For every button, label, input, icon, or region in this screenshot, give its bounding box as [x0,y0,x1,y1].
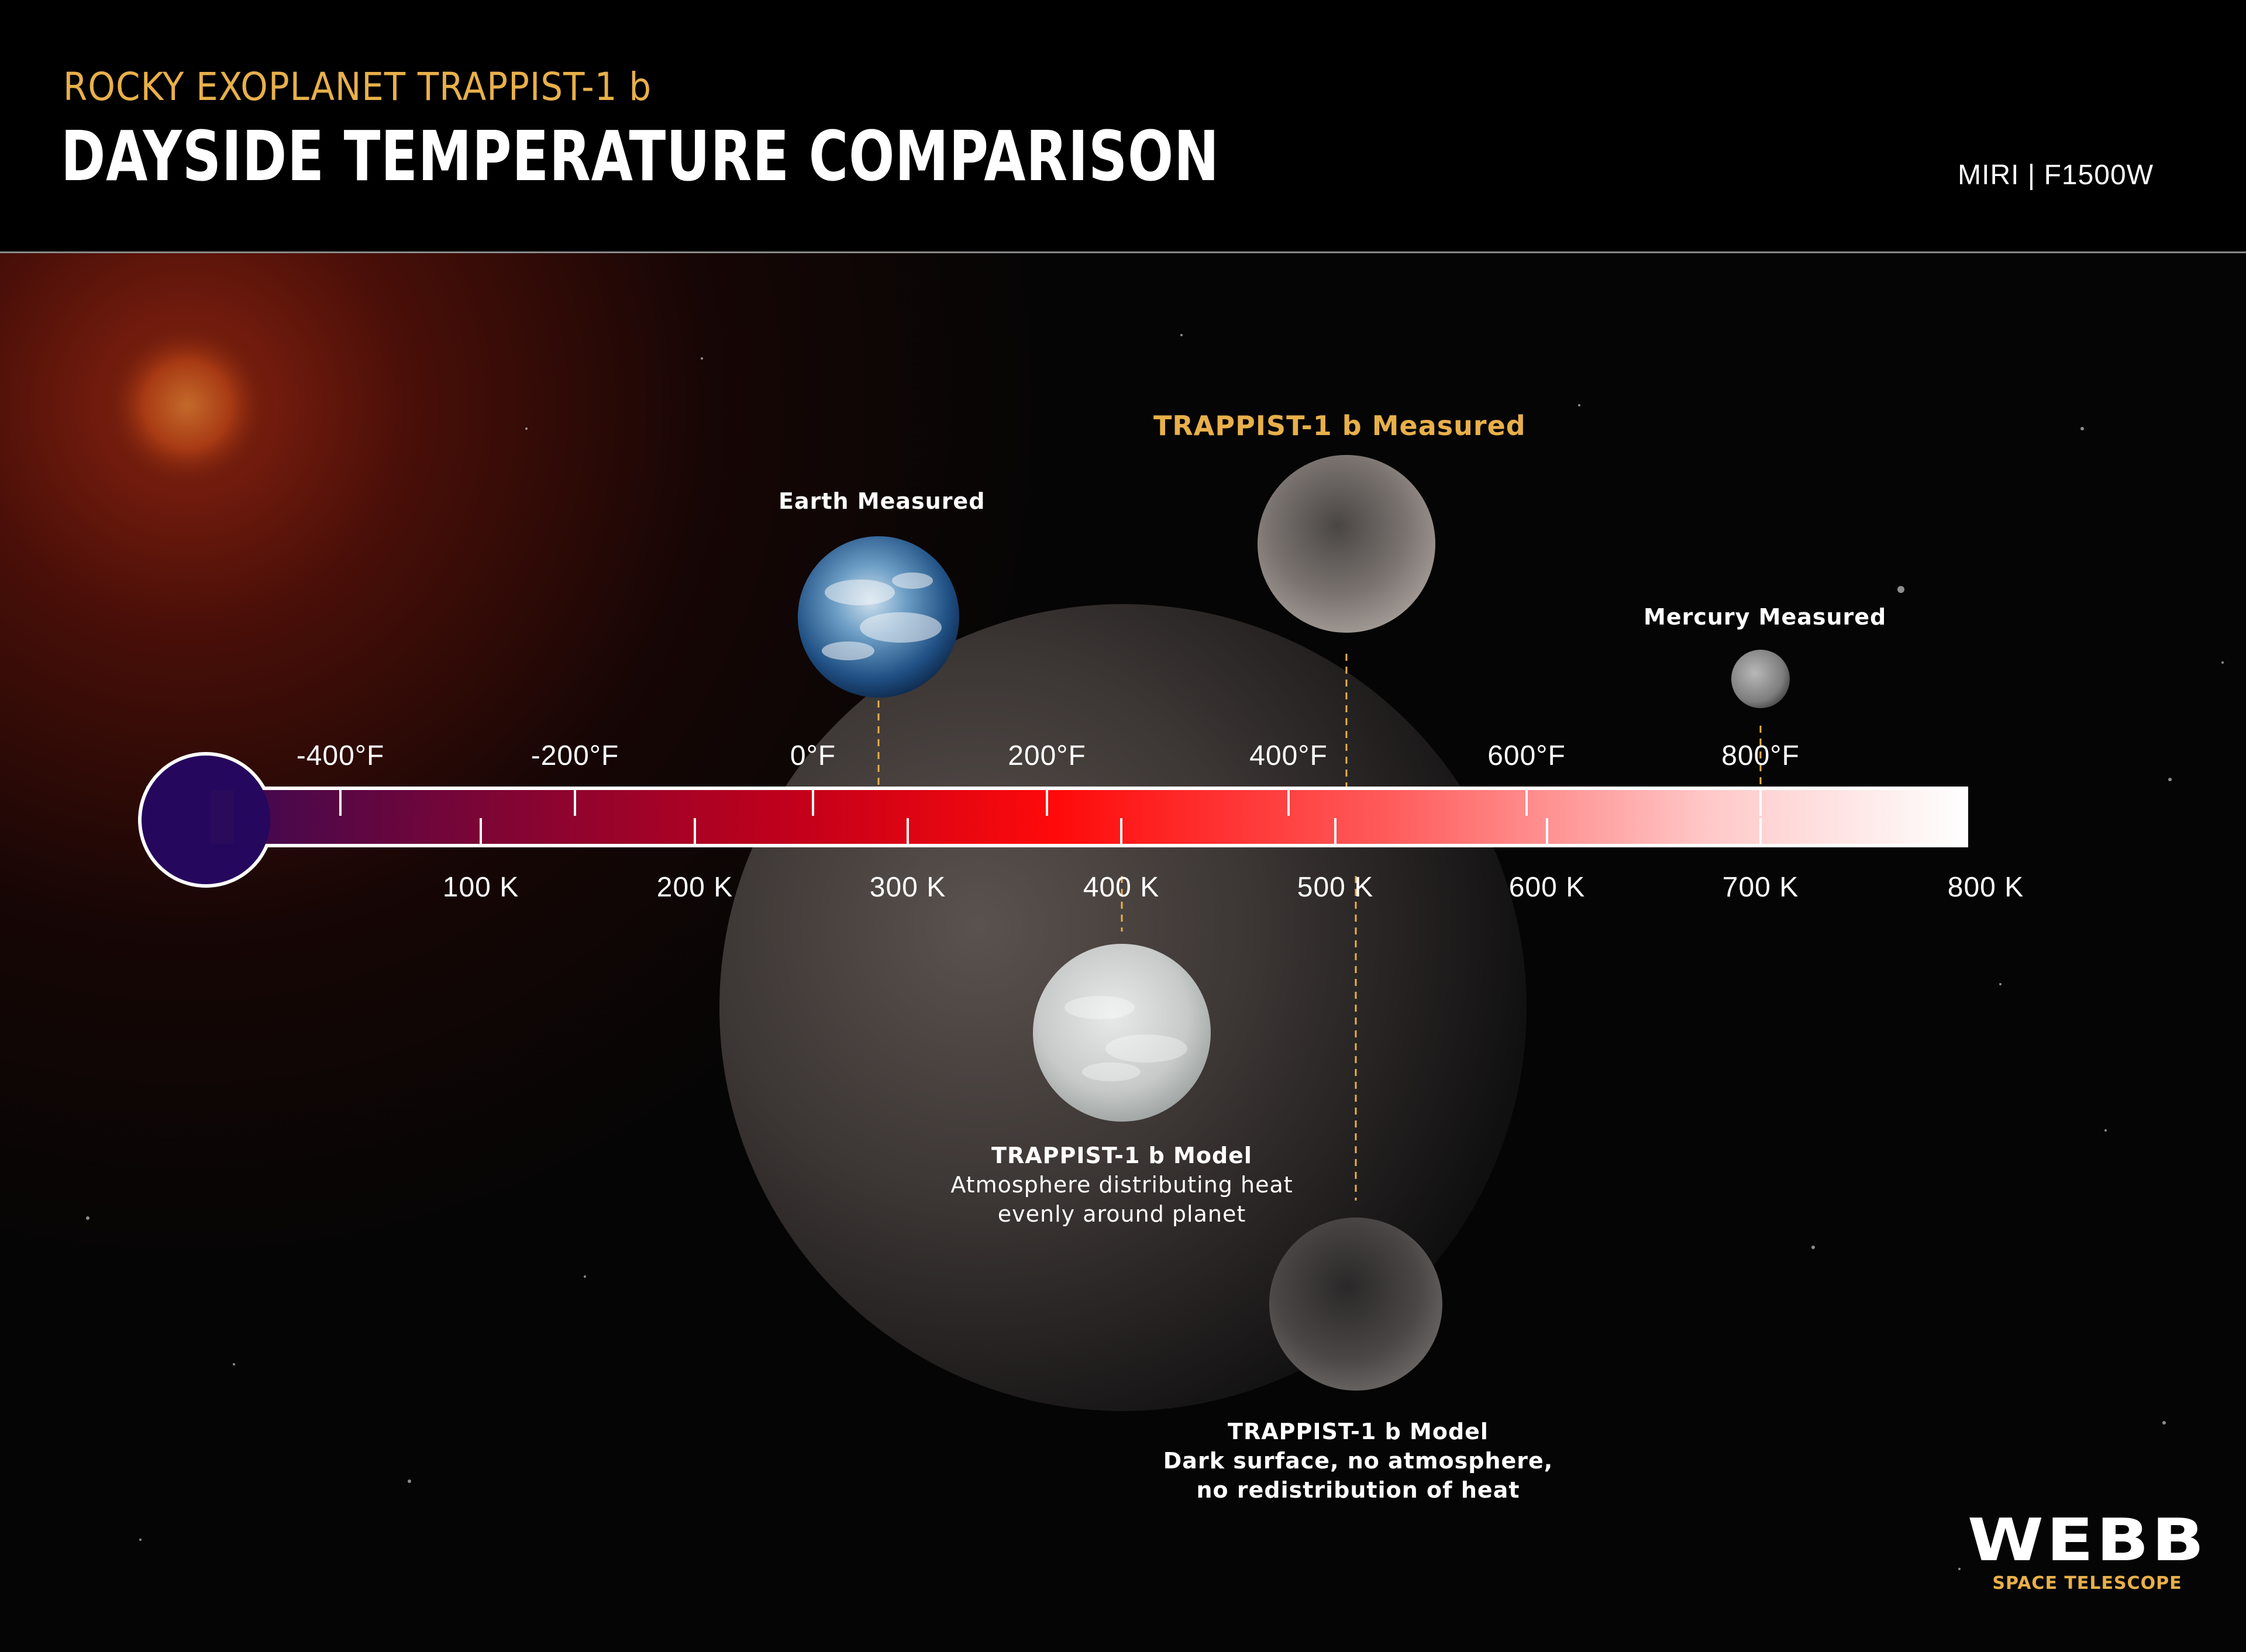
cloudy-planet-icon [1033,944,1211,1122]
tick-label-k: 800 K [1947,872,2024,903]
trappist-measured-label: TRAPPIST-1 b Measured [1153,410,1526,442]
tick-label-k: 700 K [1722,872,1799,903]
dark-planet-icon [1269,1218,1442,1391]
thermometer [138,752,1968,888]
model-atmosphere-title: TRAPPIST-1 b Model [991,1143,1252,1168]
webb-wordmark: WEBB [1967,1506,2207,1574]
scene: Earth Measured TRAPPIST-1 b Measured Mer… [0,253,2246,1652]
instrument-label: MIRI | F1500W [1958,160,2154,191]
tick-label-f: 600°F [1487,740,1566,771]
subtitle: ROCKY EXOPLANET TRAPPIST-1 b [63,64,652,109]
model-atmosphere-caption: TRAPPIST-1 b Model Atmosphere distributi… [950,1141,1293,1229]
tick-label-f: 0°F [790,740,836,771]
model-atmosphere-line2: evenly around planet [997,1201,1246,1227]
model-dark-line1: Dark surface, no atmosphere, [1163,1448,1553,1474]
mercury-icon [1731,650,1790,708]
tick-label-k: 100 K [442,872,519,903]
tick-label-k: 400 K [1083,872,1160,903]
model-dark-caption: TRAPPIST-1 b Model Dark surface, no atmo… [1163,1417,1553,1505]
tick-label-f: -200°F [531,740,619,771]
rocky-planet-icon [1258,455,1435,633]
model-atmosphere-line1: Atmosphere distributing heat [950,1172,1293,1198]
page-title: DAYSIDE TEMPERATURE COMPARISON [61,116,1220,196]
tick-label-k: 500 K [1297,872,1374,903]
earth-label: Earth Measured [778,488,986,514]
tick-label-f: 400°F [1249,740,1328,771]
header-divider [0,251,2246,253]
webb-logo: WEBB SPACE TELESCOPE [1968,1511,2204,1594]
scale-ticks [339,790,1762,844]
tick-label-f: -400°F [296,740,385,771]
scene-graphics [0,253,2246,1652]
webb-subtitle: SPACE TELESCOPE [1992,1573,2182,1594]
tick-label-k: 300 K [869,872,946,903]
starfield [86,334,2224,1570]
tick-label-k: 200 K [656,872,733,903]
header: ROCKY EXOPLANET TRAPPIST-1 b DAYSIDE TEM… [0,0,2246,251]
mercury-label: Mercury Measured [1644,604,1887,630]
model-dark-title: TRAPPIST-1 b Model [1228,1419,1489,1444]
tick-label-f: 800°F [1721,740,1800,771]
tick-label-k: 600 K [1508,872,1586,903]
model-dark-line2: no redistribution of heat [1196,1477,1520,1503]
trappist-1-star [99,318,275,493]
tick-label-f: 200°F [1008,740,1086,771]
